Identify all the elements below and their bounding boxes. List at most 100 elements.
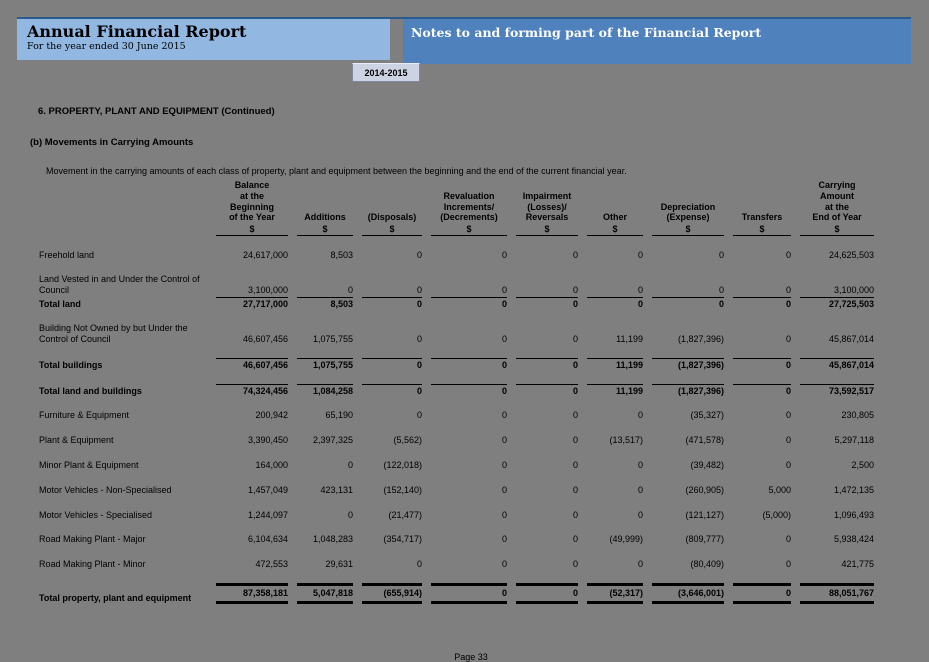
value-cell: (152,140) bbox=[362, 471, 422, 496]
cell-value: (1,827,396) bbox=[652, 357, 724, 371]
cell-value: 0 bbox=[785, 333, 791, 344]
value-cell: 3,390,450 bbox=[216, 421, 288, 446]
cell-value: 0 bbox=[501, 534, 507, 545]
cell-value: (655,914) bbox=[362, 582, 422, 604]
cell-value: 1,096,493 bbox=[833, 509, 874, 520]
cell-value: 5,297,118 bbox=[834, 435, 874, 446]
value-cell: (80,409) bbox=[652, 545, 724, 570]
cell-value: 6,104,634 bbox=[247, 534, 288, 545]
table-header-cell: Impairment (Losses)/ Reversals $ bbox=[516, 180, 578, 236]
cell-value: 88,051,767 bbox=[800, 582, 874, 604]
value-cell: 0 bbox=[733, 421, 791, 446]
value-cell: 0 bbox=[516, 446, 578, 471]
cell-value: 0 bbox=[501, 509, 507, 520]
cell-value: 0 bbox=[785, 284, 791, 295]
section-description: Movement in the carrying amounts of each… bbox=[46, 166, 627, 176]
value-cell: 0 bbox=[516, 520, 578, 545]
row-label: Building Not Owned by but Under the Cont… bbox=[39, 323, 188, 344]
table-header-cell: Balance at the Beginning of the Year $ bbox=[216, 180, 288, 236]
value-cell: 0 bbox=[516, 545, 578, 570]
cell-value: 27,725,503 bbox=[800, 297, 874, 310]
cell-value: 0 bbox=[347, 459, 353, 470]
value-cell: 0 bbox=[431, 310, 507, 345]
cell-value: 0 bbox=[637, 410, 643, 421]
cell-value: 0 bbox=[637, 484, 643, 495]
value-cell: 1,048,283 bbox=[297, 520, 353, 545]
cell-value: 87,358,181 bbox=[216, 582, 288, 604]
value-cell: 423,131 bbox=[297, 471, 353, 496]
cell-value: 1,075,755 bbox=[297, 357, 353, 371]
table-row: Freehold land 24,617,000 8,503 0 0 0 0 0 0 24,625… bbox=[39, 236, 874, 261]
row-label: Motor Vehicles - Specialised bbox=[39, 509, 153, 520]
cell-value: 29,631 bbox=[325, 559, 353, 570]
column-unit: $ bbox=[544, 224, 550, 235]
year-tab[interactable]: 2014-2015 bbox=[352, 63, 420, 82]
cell-value: (3,646,001) bbox=[652, 582, 724, 604]
value-cell: 0 bbox=[587, 236, 643, 261]
value-cell: 1,075,755 bbox=[297, 310, 353, 345]
row-label: Motor Vehicles - Non-Specialised bbox=[39, 484, 172, 495]
cell-value: 45,867,014 bbox=[800, 357, 874, 371]
cell-value: 0 bbox=[516, 297, 578, 310]
table-row: Road Making Plant - Major 6,104,634 1,048,… bbox=[39, 520, 874, 545]
value-cell: 1,084,258 bbox=[297, 371, 353, 397]
cell-value: 46,607,456 bbox=[242, 333, 288, 344]
cell-value: 5,938,424 bbox=[833, 534, 874, 545]
column-label: Other bbox=[602, 212, 627, 223]
cell-value: 0 bbox=[572, 249, 578, 260]
cell-value: 0 bbox=[416, 410, 422, 421]
cell-value: (471,578) bbox=[685, 435, 724, 446]
value-cell: (1,827,396) bbox=[652, 371, 724, 397]
cell-value: 0 bbox=[416, 333, 422, 344]
table-row: Total property, plant and equipment 87,35… bbox=[39, 570, 874, 604]
value-cell: 6,104,634 bbox=[216, 520, 288, 545]
cell-value: 0 bbox=[587, 297, 643, 310]
value-cell: 0 bbox=[587, 295, 643, 310]
row-label: Total land and buildings bbox=[39, 385, 142, 396]
cell-value: (809,777) bbox=[685, 534, 724, 545]
page-content: 6. PROPERTY, PLANT AND EQUIPMENT (Contin… bbox=[30, 106, 912, 662]
row-label: Freehold land bbox=[39, 249, 95, 260]
cell-value: (5,562) bbox=[393, 435, 422, 446]
cell-value: (35,327) bbox=[690, 410, 724, 421]
cell-value: 200,942 bbox=[255, 410, 288, 421]
cell-value: 0 bbox=[572, 333, 578, 344]
cell-value: 0 bbox=[572, 435, 578, 446]
value-cell: 5,000 bbox=[733, 471, 791, 496]
value-cell: 0 bbox=[431, 520, 507, 545]
cell-value: 0 bbox=[785, 534, 791, 545]
cell-value: 0 bbox=[637, 509, 643, 520]
value-cell: 5,297,118 bbox=[800, 421, 874, 446]
page-footer: Page 33 bbox=[454, 651, 488, 662]
cell-value: 0 bbox=[572, 484, 578, 495]
value-cell: 0 bbox=[733, 396, 791, 421]
cell-value: 0 bbox=[637, 284, 643, 295]
cell-value: (39,482) bbox=[690, 459, 724, 470]
table-header-cell: Depreciation (Expense) $ bbox=[652, 180, 724, 236]
value-cell: (122,018) bbox=[362, 446, 422, 471]
cell-value: 0 bbox=[718, 284, 724, 295]
value-cell: 0 bbox=[431, 295, 507, 310]
cell-value: (21,477) bbox=[388, 509, 422, 520]
value-cell: (1,827,396) bbox=[652, 310, 724, 345]
cell-value: 5,047,818 bbox=[297, 582, 353, 604]
row-label: Total land bbox=[39, 299, 81, 310]
value-cell: 11,199 bbox=[587, 345, 643, 371]
table-header-cell: Additions $ bbox=[297, 180, 353, 236]
cell-value: 1,244,097 bbox=[247, 509, 288, 520]
table-row: Total land 27,717,000 8,503 0 0 0 0 0 0 27,725,50… bbox=[39, 295, 874, 310]
cell-value: 0 bbox=[733, 383, 791, 397]
table-row: Minor Plant & Equipment 164,000 0 (122,018)… bbox=[39, 446, 874, 471]
cell-value: 230,805 bbox=[841, 410, 874, 421]
cell-value: 0 bbox=[637, 249, 643, 260]
value-cell: 0 bbox=[587, 396, 643, 421]
cell-value: 74,324,456 bbox=[216, 383, 288, 397]
value-cell: 0 bbox=[362, 545, 422, 570]
cell-value: 0 bbox=[416, 249, 422, 260]
cell-value: 0 bbox=[431, 297, 507, 310]
cell-value: 0 bbox=[516, 383, 578, 397]
column-label: Balance at the Beginning of the Year bbox=[229, 180, 275, 223]
value-cell: 1,472,135 bbox=[800, 471, 874, 496]
value-cell: 0 bbox=[516, 261, 578, 296]
